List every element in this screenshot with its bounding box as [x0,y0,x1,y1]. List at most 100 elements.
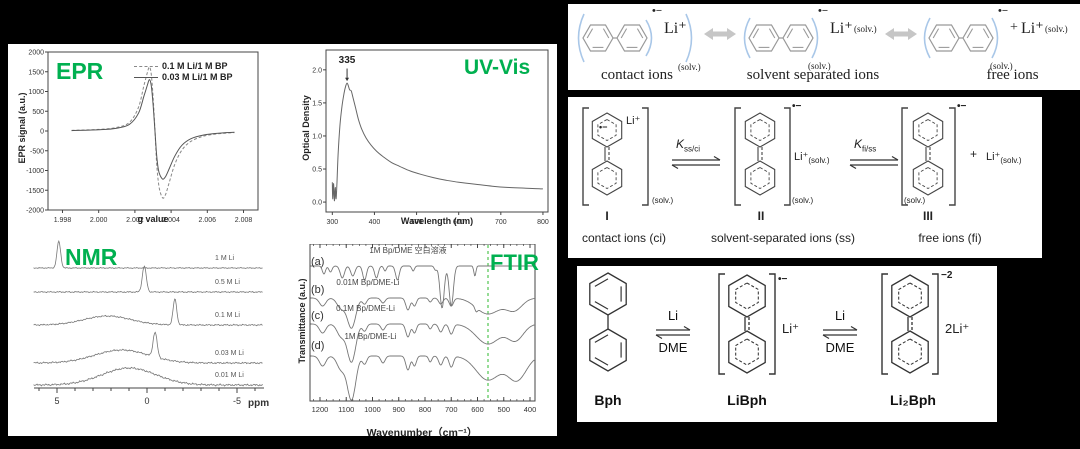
k-symbol: K [676,137,685,151]
solvation-label: (solv.) [792,196,814,205]
solvation-label: (solv.) [904,196,926,205]
svg-text:900: 900 [392,405,405,414]
uvvis-chart: 300 400 500 600 700 800 0.0 0.5 1.0 1.5 2.0 UV-Vis… [296,44,553,244]
ion-equilibrium-scheme-panel: •− Li⁺ (solv.) contact ions •− Li⁺ (solv… [568,4,1080,90]
plus-sign: + [1010,20,1018,35]
species-caption: solvent-separated ions (ss) [710,231,856,245]
svg-text:2.008: 2.008 [235,217,253,224]
solvent-label: DME [658,340,688,355]
svg-text:1.5: 1.5 [312,100,322,107]
svg-text:2.006: 2.006 [199,217,217,224]
epr-y-axis-label: EPR signal (a.u.) [17,92,27,164]
solvated-cation: Li⁺(solv.) [986,147,1022,165]
species-caption: contact ions [600,67,674,83]
nmr-trace-label: 0.5 M Li [215,279,240,286]
epr-title: EPR [56,58,104,84]
cation-solvation-label: (solv.) [808,156,830,165]
svg-text:1.0: 1.0 [312,133,322,140]
svg-text:-500: -500 [30,148,44,155]
cation-solvation-label: (solv.) [1000,156,1022,165]
svg-text:ppm: ppm [248,398,269,409]
radical-charge: •− [957,101,967,112]
svg-text:700: 700 [445,405,458,414]
solvation-label: (solv.) [652,196,674,205]
ftir-trace-label: 0.1M Bp/DME-Li [336,304,395,313]
ftir-chart: 1200 1100 1000 900 800 700 600 500 400 FTIR Tran… [297,243,556,444]
figure-canvas: { "colors":{"accent_green":"#00b050","br… [8,4,1080,439]
ftir-plot: 1200 1100 1000 900 800 700 600 500 400 [309,243,537,414]
svg-text:2.000: 2.000 [90,217,108,224]
svg-text:500: 500 [411,219,423,226]
svg-text:500: 500 [32,109,44,116]
svg-text:600: 600 [471,405,484,414]
scheme-structures [589,272,939,375]
svg-text:2.002: 2.002 [126,217,144,224]
solvated-cation: Li⁺(solv.) [794,147,830,165]
svg-text:0: 0 [144,396,149,406]
svg-text:1200: 1200 [312,405,329,414]
uvvis-plot: 300 400 500 600 700 800 0.0 0.5 1.0 1.5 2.0 [312,49,549,226]
spectra-figure-panel: 1.998 2.000 2.002 2.004 2.006 2.008 2000 1500 10… [8,44,557,439]
solid-line-swatch [134,77,158,78]
svg-text:0: 0 [40,129,44,136]
peak-annotation: 335 [338,55,356,66]
charge-label: −2 [941,270,953,281]
equilibrium-constant: Kfi/ss [854,137,876,153]
svg-text:300: 300 [326,219,338,226]
species-caption: free ions [986,67,1039,83]
scheme-structures [582,107,956,206]
svg-text:1.998: 1.998 [54,217,72,224]
lithium-cation: Li⁺ [626,115,641,127]
epr-plot: 1.998 2.000 2.002 2.004 2.006 2.008 2000 1500 10… [26,50,259,224]
svg-text:2.0: 2.0 [312,67,322,74]
solvation-label: (solv.) [808,61,831,71]
uvvis-x-axis-label: Wavelength (nm) [400,216,474,226]
lithium-cation: Li⁺ [664,20,687,37]
ftir-trace-label: 0.01M Bp/DME-Li [336,278,400,287]
svg-text:800: 800 [537,219,549,226]
k-symbol: K [854,137,863,151]
lithium-cation: 2Li⁺ [945,321,970,336]
lithium-cation: Li⁺ [1021,20,1044,37]
ftir-trace-key: (b) [311,284,325,296]
radical-charge: •− [818,5,829,17]
scheme-structures [577,13,999,63]
svg-text:800: 800 [419,405,432,414]
species-caption: free ions (fi) [918,231,982,245]
nmr-title: NMR [65,244,118,270]
svg-text:-5: -5 [233,396,241,406]
svg-text:1000: 1000 [364,405,381,414]
solvation-label: (solv.) [990,61,1013,71]
lithium-cation: Li⁺ [986,151,1001,163]
nmr-chart: 5 0 -5 ppm NMR 1 M Li 0.5 M Li 0.1 M Li 0.0… [26,239,278,420]
epr-legend: 0.1 M Li/1 M BP 0.03 M Li/1 M BP [134,61,233,83]
species-number: I [605,209,609,223]
ftir-title: FTIR [490,250,539,275]
nmr-trace-label: 1 M Li [215,255,235,262]
legend-label: 0.1 M Li/1 M BP [162,61,228,71]
svg-text:0.0: 0.0 [312,200,322,207]
species-number: II [757,209,765,223]
svg-text:-1500: -1500 [26,188,44,195]
species-caption: LiBph [727,392,767,408]
epr-x-axis-label: g value [137,214,169,224]
lithium-cation: Li⁺ [794,151,809,163]
legend-label: 0.03 M Li/1 M BP [162,72,233,82]
svg-text:-1000: -1000 [26,168,44,175]
ftir-trace-key: (a) [311,256,325,268]
equilibrium-constants-scheme-panel: •− Li⁺ (solv.) I contact ions (ci) Kss/c… [568,97,1042,258]
reagent-label: Li [667,308,679,323]
radical-charge: •− [998,5,1009,17]
biphenyl-reduction-scheme-panel: Bph Li DME •− Li⁺ LiBph Li DME −2 2Li⁺ L… [577,266,997,422]
svg-text:-2000: -2000 [26,208,44,215]
ftir-y-axis-label: Transmittance (a.u.) [297,278,307,364]
reagent-label: Li [834,308,846,323]
svg-text:500: 500 [497,405,510,414]
svg-text:600: 600 [453,219,465,226]
dashed-line-swatch [134,66,158,67]
cation-solvation-label: (solv.) [1045,24,1068,34]
svg-text:400: 400 [524,405,537,414]
ftir-trace-label: 1M Bp/DME 空白溶液 [369,246,447,255]
k-subscript: ss/ci [684,144,701,154]
svg-text:700: 700 [495,219,507,226]
